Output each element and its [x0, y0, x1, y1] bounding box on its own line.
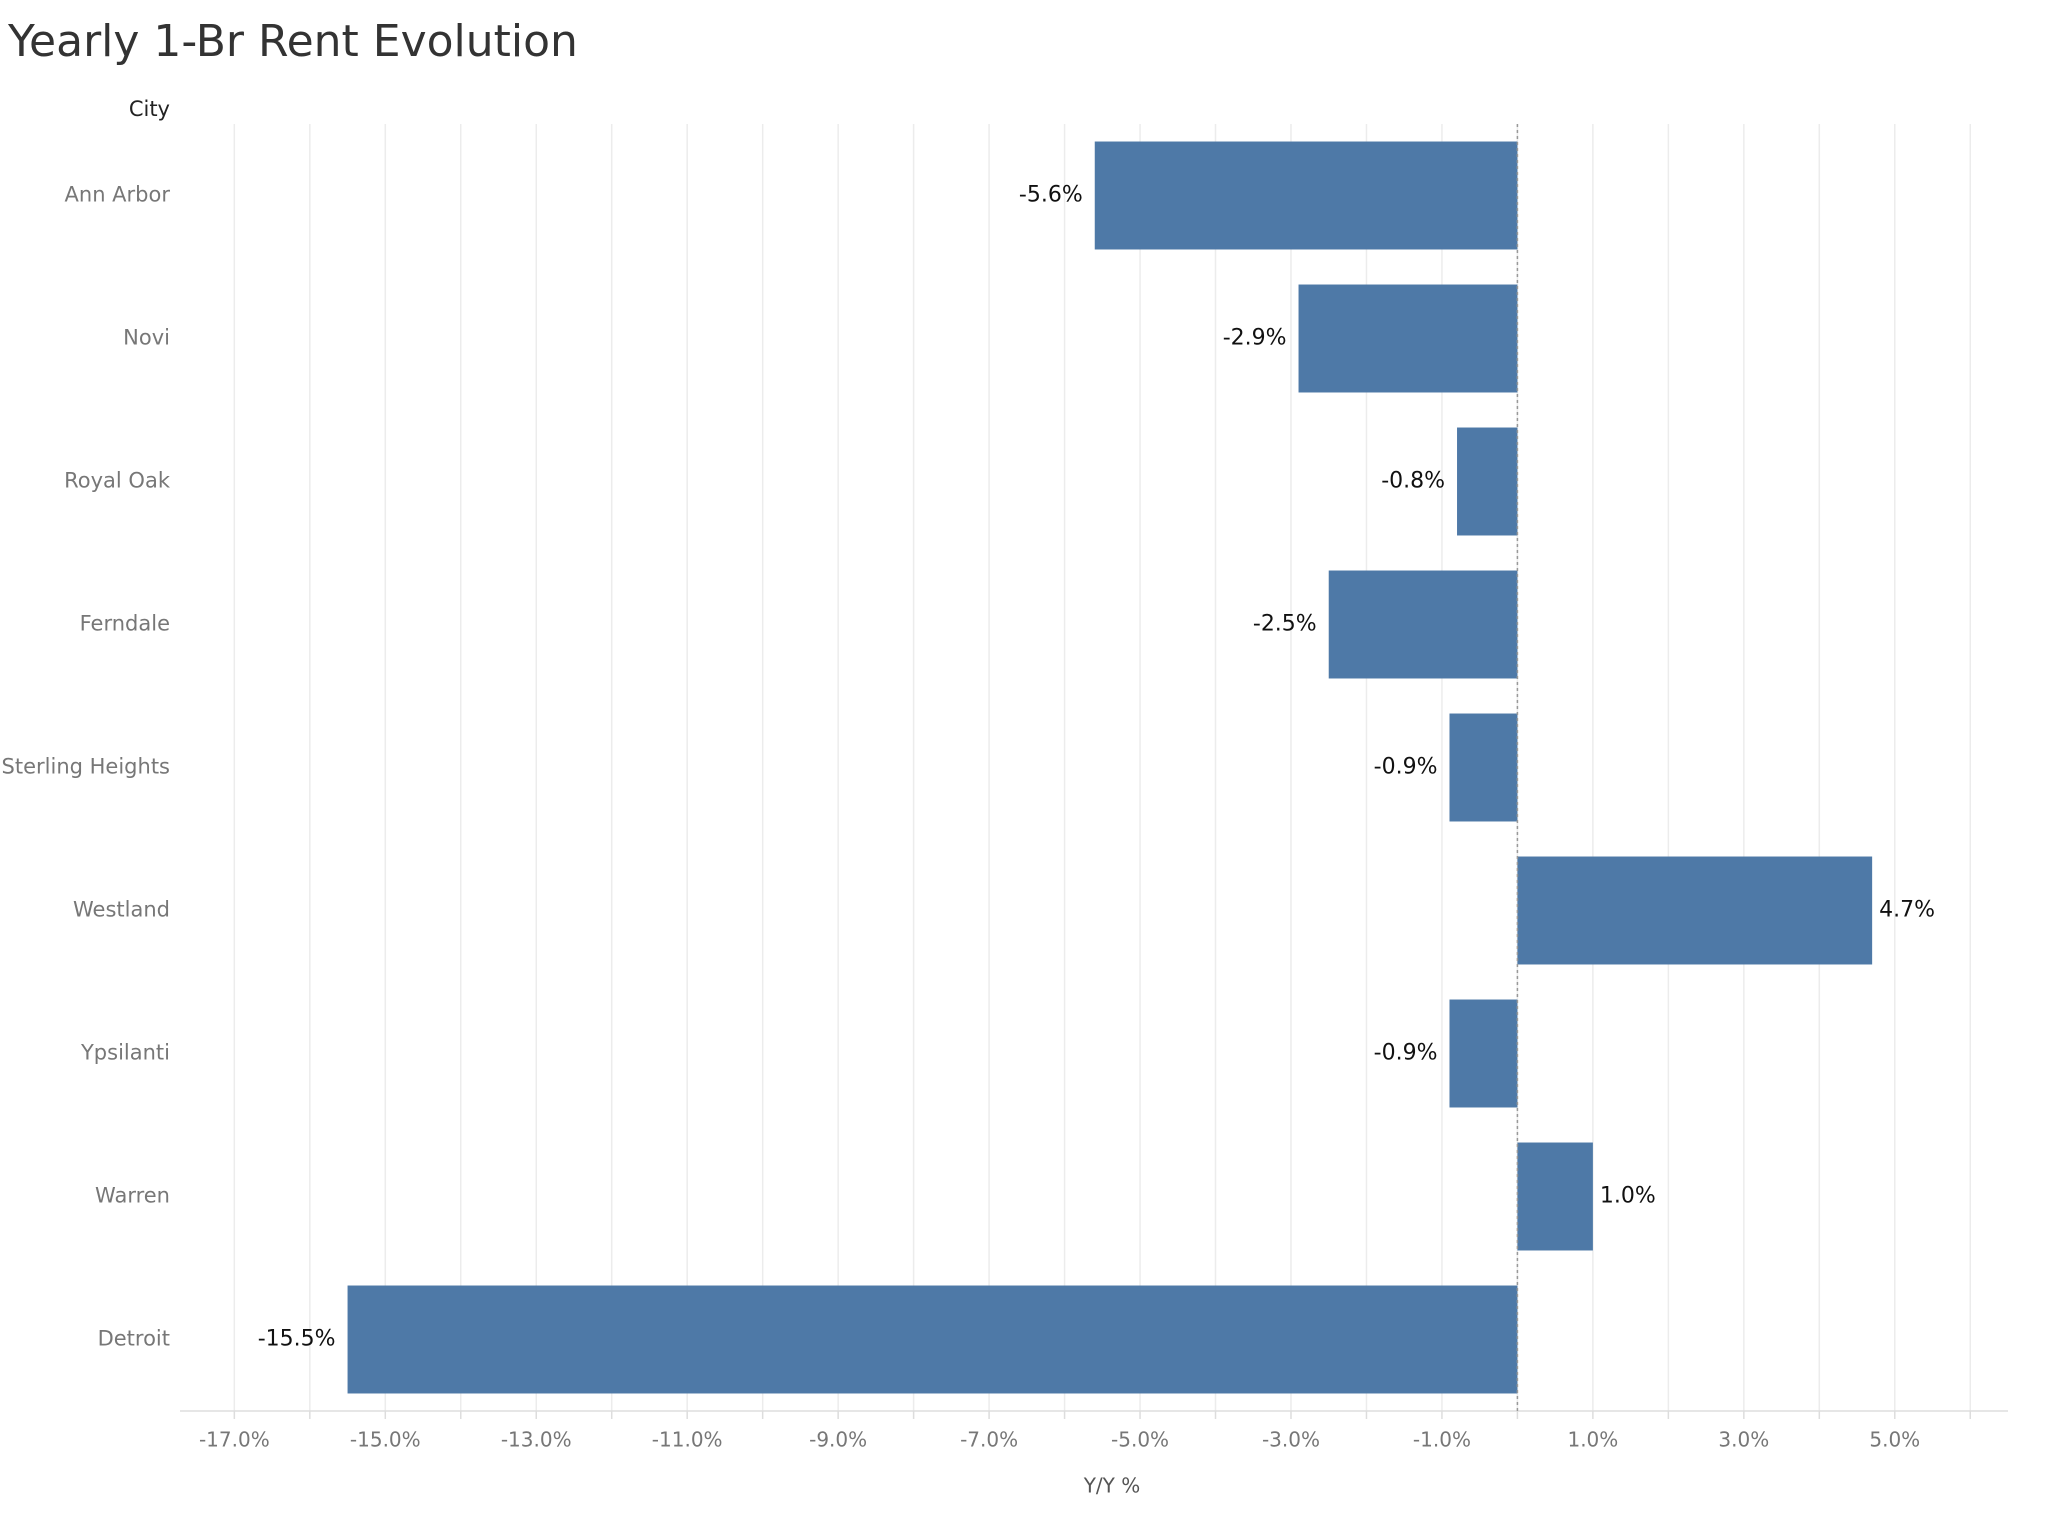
x-tick-label: 1.0% — [1567, 1428, 1618, 1452]
x-tick-label: -15.0% — [350, 1428, 421, 1452]
y-tick-label: Novi — [123, 326, 170, 350]
y-tick-label: Ferndale — [80, 612, 170, 636]
value-label: 4.7% — [1879, 898, 1935, 923]
value-label: -0.9% — [1374, 1041, 1438, 1066]
x-tick-label: 5.0% — [1869, 1428, 1920, 1452]
value-label: -2.5% — [1253, 612, 1317, 637]
x-tick-label: -11.0% — [652, 1428, 723, 1452]
value-label: -0.8% — [1381, 469, 1445, 494]
chart-title: Yearly 1-Br Rent Evolution — [7, 16, 578, 67]
y-tick-label: Warren — [95, 1184, 170, 1208]
bar — [1449, 999, 1518, 1108]
y-tick-label: Sterling Heights — [2, 755, 170, 779]
x-tick-label: -9.0% — [809, 1428, 867, 1452]
value-label: -2.9% — [1223, 326, 1287, 351]
bar — [347, 1285, 1518, 1394]
x-tick-label: -7.0% — [960, 1428, 1018, 1452]
value-label: -5.6% — [1019, 183, 1083, 208]
value-label: -15.5% — [258, 1327, 336, 1352]
y-tick-label: Ann Arbor — [65, 183, 171, 207]
bar — [1517, 1142, 1593, 1251]
bar — [1517, 856, 1873, 965]
bar — [1328, 570, 1518, 679]
value-label: -0.9% — [1374, 755, 1438, 780]
x-tick-label: -3.0% — [1262, 1428, 1320, 1452]
x-axis-title: Y/Y % — [1083, 1474, 1141, 1498]
x-tick-label: -1.0% — [1413, 1428, 1471, 1452]
y-tick-label: Detroit — [98, 1327, 170, 1351]
bar — [1449, 713, 1518, 822]
bar — [1094, 141, 1518, 250]
y-tick-label: Ypsilanti — [80, 1041, 170, 1065]
bar — [1298, 284, 1518, 393]
y-tick-label: Royal Oak — [64, 469, 171, 493]
y-header: City — [129, 97, 170, 121]
x-tick-label: 3.0% — [1718, 1428, 1769, 1452]
bar — [1457, 427, 1518, 536]
x-tick-label: -17.0% — [199, 1428, 270, 1452]
value-label: 1.0% — [1600, 1184, 1656, 1209]
x-tick-label: -13.0% — [501, 1428, 572, 1452]
x-tick-label: -5.0% — [1111, 1428, 1169, 1452]
y-tick-label: Westland — [73, 898, 170, 922]
